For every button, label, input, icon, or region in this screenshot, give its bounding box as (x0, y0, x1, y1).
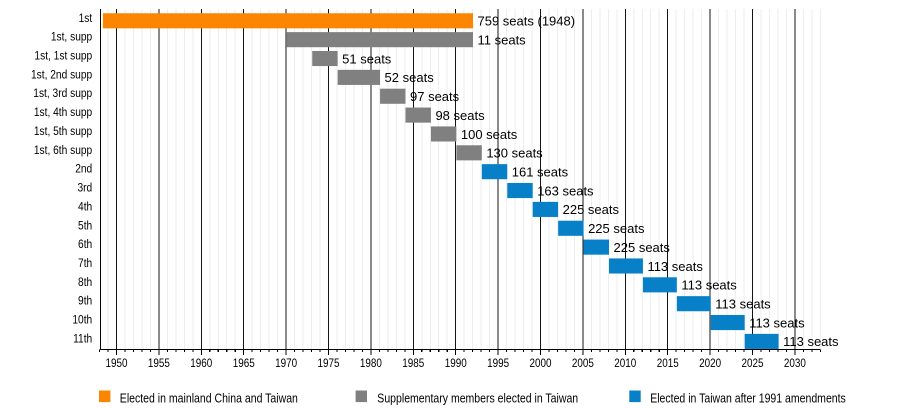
svg-text:130 seats: 130 seats (486, 146, 543, 161)
svg-text:2nd: 2nd (75, 163, 92, 176)
svg-text:100 seats: 100 seats (461, 127, 518, 142)
svg-text:113 seats: 113 seats (647, 259, 703, 274)
svg-text:1st, 4th supp: 1st, 4th supp (34, 106, 92, 119)
svg-text:113 seats: 113 seats (749, 315, 805, 330)
svg-text:5th: 5th (78, 220, 92, 233)
svg-text:1960: 1960 (190, 357, 212, 370)
svg-text:161 seats: 161 seats (512, 164, 569, 179)
svg-text:1970: 1970 (275, 357, 297, 370)
svg-text:113 seats: 113 seats (783, 334, 839, 349)
svg-text:97 seats: 97 seats (410, 89, 460, 104)
svg-text:1955: 1955 (148, 357, 170, 370)
svg-text:51 seats: 51 seats (342, 51, 392, 66)
svg-text:Elected in mainland China and: Elected in mainland China and Taiwan (120, 390, 298, 405)
svg-text:1st, supp: 1st, supp (51, 31, 92, 44)
svg-text:1965: 1965 (233, 357, 255, 370)
svg-text:2025: 2025 (741, 357, 763, 370)
svg-text:1st, 5th supp: 1st, 5th supp (34, 125, 92, 138)
svg-text:1st, 3rd supp: 1st, 3rd supp (33, 88, 92, 101)
svg-text:7th: 7th (78, 257, 92, 270)
svg-text:6th: 6th (78, 238, 92, 251)
svg-text:52 seats: 52 seats (385, 70, 435, 85)
svg-text:1st, 2nd supp: 1st, 2nd supp (31, 69, 92, 82)
svg-text:1995: 1995 (487, 357, 509, 370)
svg-text:1980: 1980 (360, 357, 382, 370)
svg-text:3rd: 3rd (77, 182, 92, 195)
svg-text:1975: 1975 (317, 357, 339, 370)
svg-text:1950: 1950 (105, 357, 127, 370)
svg-text:113 seats: 113 seats (681, 278, 737, 293)
svg-text:1985: 1985 (402, 357, 424, 370)
svg-text:1st: 1st (79, 12, 93, 25)
svg-text:9th: 9th (78, 295, 92, 308)
svg-text:2030: 2030 (784, 357, 806, 370)
svg-text:11th: 11th (73, 333, 92, 346)
svg-text:2010: 2010 (614, 357, 636, 370)
svg-text:Supplementary members elected: Supplementary members elected in Taiwan (377, 390, 578, 405)
svg-text:163 seats: 163 seats (537, 183, 594, 198)
svg-text:2015: 2015 (657, 357, 679, 370)
svg-text:98 seats: 98 seats (435, 108, 485, 123)
svg-text:8th: 8th (78, 276, 92, 289)
svg-text:2020: 2020 (699, 357, 721, 370)
svg-text:1990: 1990 (445, 357, 467, 370)
svg-text:759 seats (1948): 759 seats (1948) (478, 14, 576, 29)
svg-text:11 seats: 11 seats (478, 32, 527, 47)
svg-text:4th: 4th (78, 201, 92, 214)
svg-text:225 seats: 225 seats (614, 240, 671, 255)
svg-text:225 seats: 225 seats (563, 202, 620, 217)
svg-text:113 seats: 113 seats (715, 297, 771, 312)
svg-text:1st, 6th supp: 1st, 6th supp (34, 144, 92, 157)
svg-text:225 seats: 225 seats (588, 221, 645, 236)
svg-text:Elected in Taiwan after 1991 a: Elected in Taiwan after 1991 amendments (650, 390, 846, 405)
svg-text:2000: 2000 (529, 357, 551, 370)
svg-text:10th: 10th (72, 314, 92, 327)
svg-text:2005: 2005 (572, 357, 594, 370)
svg-text:1st, 1st supp: 1st, 1st supp (34, 50, 92, 63)
